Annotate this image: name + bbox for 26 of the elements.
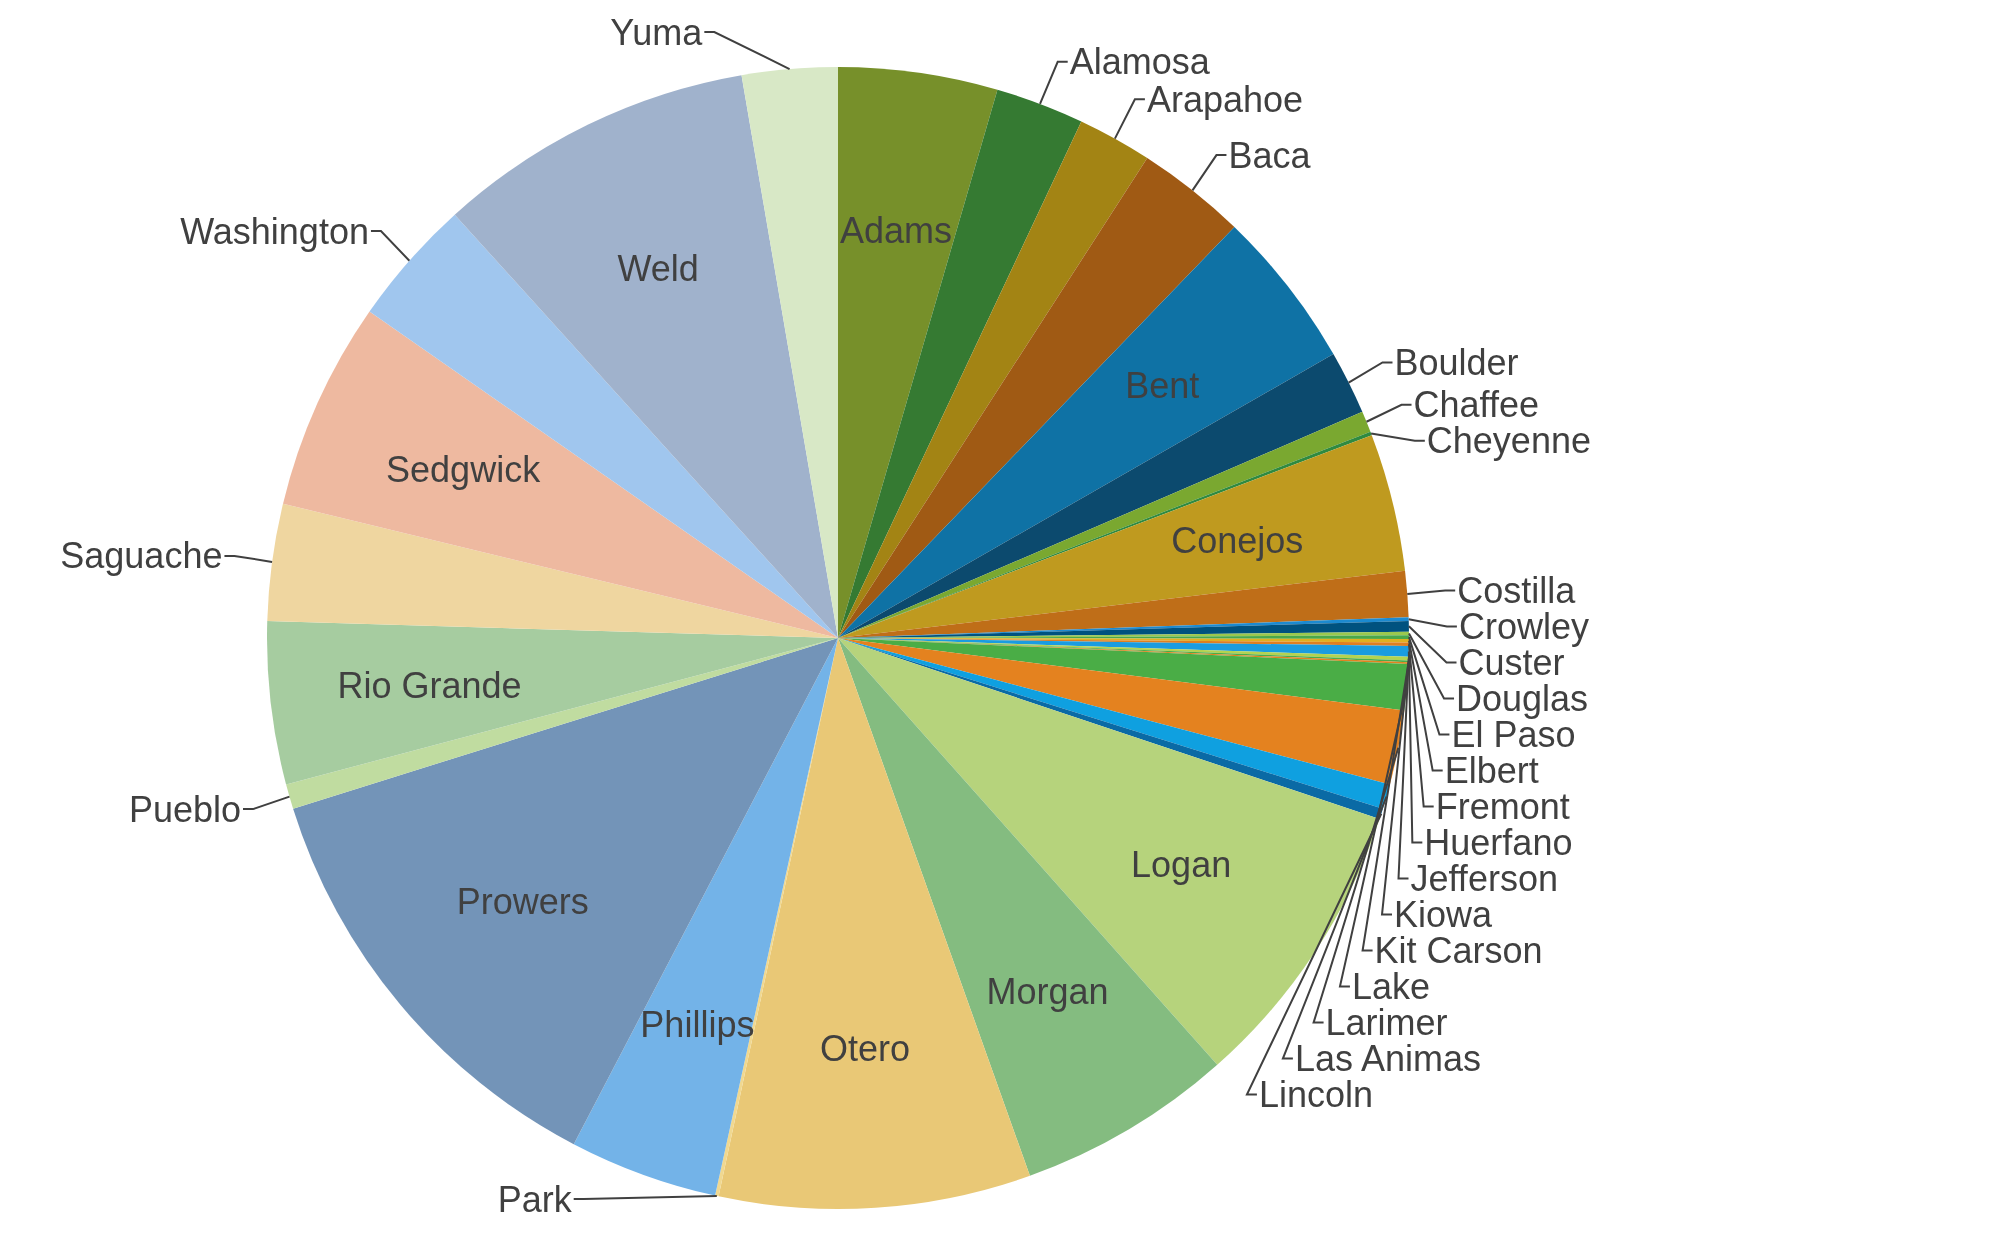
slice-label: Bent	[1125, 364, 1200, 406]
slice-label: Otero	[820, 1027, 911, 1069]
pie-slice	[741, 67, 838, 638]
pie-slice	[267, 620, 838, 785]
pie-slice	[838, 89, 1082, 638]
pie-slice	[267, 503, 838, 638]
slice-label: Morgan	[986, 971, 1109, 1013]
slice-label: Logan	[1131, 843, 1232, 885]
pie-slice	[283, 311, 838, 638]
slice-label: Weld	[617, 247, 699, 289]
slice-label: Boulder	[1394, 341, 1519, 383]
slice-label: Prowers	[456, 881, 589, 923]
pie-slice	[838, 67, 998, 638]
pie-slice	[838, 638, 1405, 785]
slice-label: Rio Grande	[337, 664, 522, 706]
slice-label: Pueblo	[128, 788, 242, 830]
slice-label: Park	[497, 1178, 573, 1220]
slice-label: Saguache	[60, 535, 223, 577]
slice-label: Sedgwick	[386, 448, 542, 490]
slice-label: Adams	[839, 210, 953, 252]
slice-label: Baca	[1228, 134, 1312, 176]
slice-label: Yuma	[610, 11, 704, 53]
slice-label: Washington	[180, 210, 369, 252]
slice-label: Phillips	[640, 1003, 755, 1045]
pie-slice	[369, 214, 838, 638]
slice-label: Conejos	[1171, 519, 1304, 561]
